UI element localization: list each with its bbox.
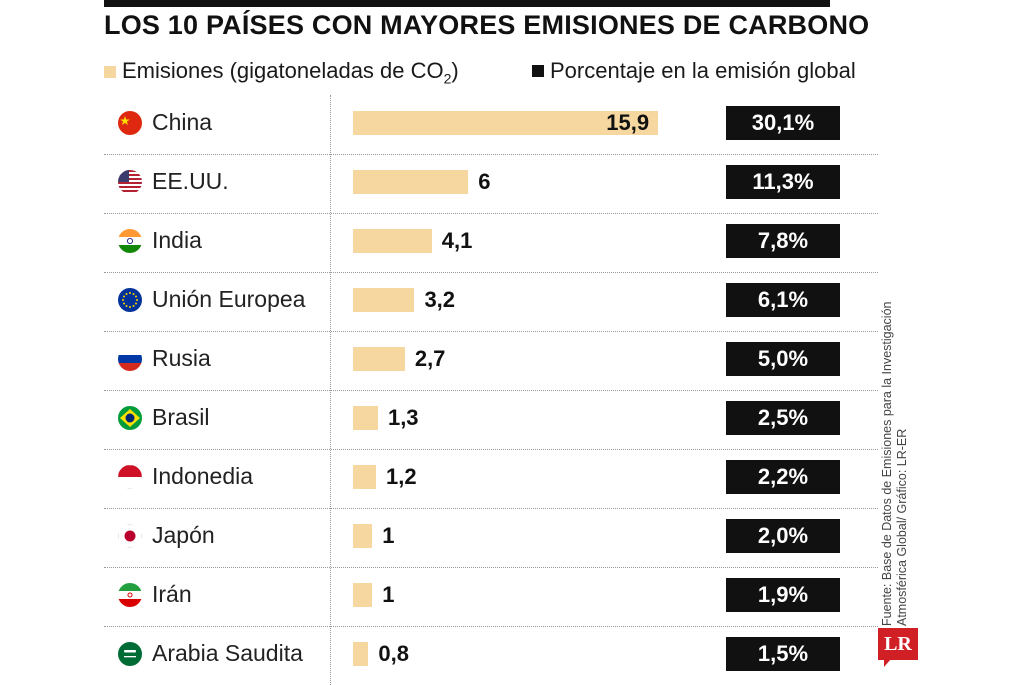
emissions-value-label: 3,2 — [424, 287, 456, 312]
russia-flag-icon — [118, 347, 142, 371]
row-separator — [104, 272, 878, 273]
emissions-value-label: 1 — [382, 523, 395, 548]
legend-emissions-subscript: 2 — [443, 70, 452, 87]
percent-value-box: 2,5% — [726, 401, 840, 435]
emissions-value-label: 2,7 — [414, 346, 446, 371]
legend-emissions: Emisiones (gigatoneladas de CO2) — [104, 58, 459, 86]
percent-value-box: 11,3% — [726, 165, 840, 199]
legend-percent-swatch — [532, 65, 544, 77]
top-rule — [104, 0, 830, 7]
brazil-flag-icon — [118, 406, 142, 430]
emissions-bar — [353, 288, 415, 312]
source-text: Fuente: Base de Datos de Emisiones para … — [880, 301, 909, 627]
emissions-value-label: 1,2 — [386, 464, 417, 489]
row-separator — [104, 390, 878, 391]
legend-emissions-close: ) — [451, 58, 459, 83]
emissions-bar — [353, 170, 469, 194]
emissions-value-label: 15,9 — [606, 110, 650, 135]
source-note: Fuente: Base de Datos de Emisiones para … — [880, 300, 920, 630]
legend-emissions-label: Emisiones (gigatoneladas de CO2) — [122, 58, 459, 86]
china-flag-icon — [118, 111, 142, 135]
country-label: Indonedia — [152, 463, 254, 489]
country-label: China — [152, 109, 213, 135]
percent-value-box: 7,8% — [726, 224, 840, 258]
emissions-value-label: 6 — [478, 169, 491, 194]
country-label: Irán — [152, 581, 192, 607]
iran-flag-icon — [118, 583, 142, 607]
row-separator — [104, 626, 878, 627]
percent-value-box: 30,1% — [726, 106, 840, 140]
emissions-bar — [353, 583, 373, 607]
emissions-bar — [353, 524, 373, 548]
country-label: Arabia Saudita — [152, 640, 303, 666]
row-separator — [104, 213, 878, 214]
eu-flag-icon — [118, 288, 142, 312]
percent-value-box: 1,9% — [726, 578, 840, 612]
country-label: Brasil — [152, 404, 210, 430]
emissions-bar — [353, 229, 432, 253]
row-separator — [104, 567, 878, 568]
legend-percent: Porcentaje en la emisión global — [532, 58, 856, 84]
row-separator — [104, 449, 878, 450]
japan-flag-icon — [118, 524, 142, 548]
percent-value-box: 1,5% — [726, 637, 840, 671]
legend: Emisiones (gigatoneladas de CO2) Porcent… — [104, 58, 894, 88]
emissions-value-label: 4,1 — [441, 228, 473, 253]
emissions-value-label: 1,3 — [387, 405, 419, 430]
row-separator — [104, 331, 878, 332]
emissions-bar — [353, 111, 659, 135]
legend-percent-label: Porcentaje en la emisión global — [550, 58, 856, 83]
legend-emissions-text: Emisiones (gigatoneladas de CO — [122, 58, 444, 83]
country-label: Japón — [152, 522, 215, 548]
emissions-bar — [353, 406, 378, 430]
lr-logo-tail — [884, 659, 898, 667]
emissions-bar — [353, 465, 377, 489]
row-separator — [104, 508, 878, 509]
indonesia-flag-icon — [118, 465, 142, 489]
percent-value-box: 2,2% — [726, 460, 840, 494]
country-label: India — [152, 227, 202, 253]
usa-flag-icon — [118, 170, 142, 194]
country-label: Rusia — [152, 345, 211, 371]
emissions-value-label: 0,8 — [378, 641, 409, 666]
country-label: Unión Europea — [152, 286, 306, 312]
percent-value-box: 2,0% — [726, 519, 840, 553]
country-label: EE.UU. — [152, 168, 229, 194]
lr-logo: LR — [878, 628, 918, 660]
chart-title: LOS 10 PAÍSES CON MAYORES EMISIONES DE C… — [104, 10, 870, 40]
percent-value-box: 6,1% — [726, 283, 840, 317]
india-flag-icon — [118, 229, 142, 253]
emissions-bar — [353, 347, 405, 371]
legend-emissions-swatch — [104, 66, 116, 79]
saudi-flag-icon — [118, 642, 142, 666]
percent-value-box: 5,0% — [726, 342, 840, 376]
emissions-bar — [353, 642, 369, 666]
row-separator — [104, 154, 878, 155]
emissions-value-label: 1 — [382, 582, 395, 607]
